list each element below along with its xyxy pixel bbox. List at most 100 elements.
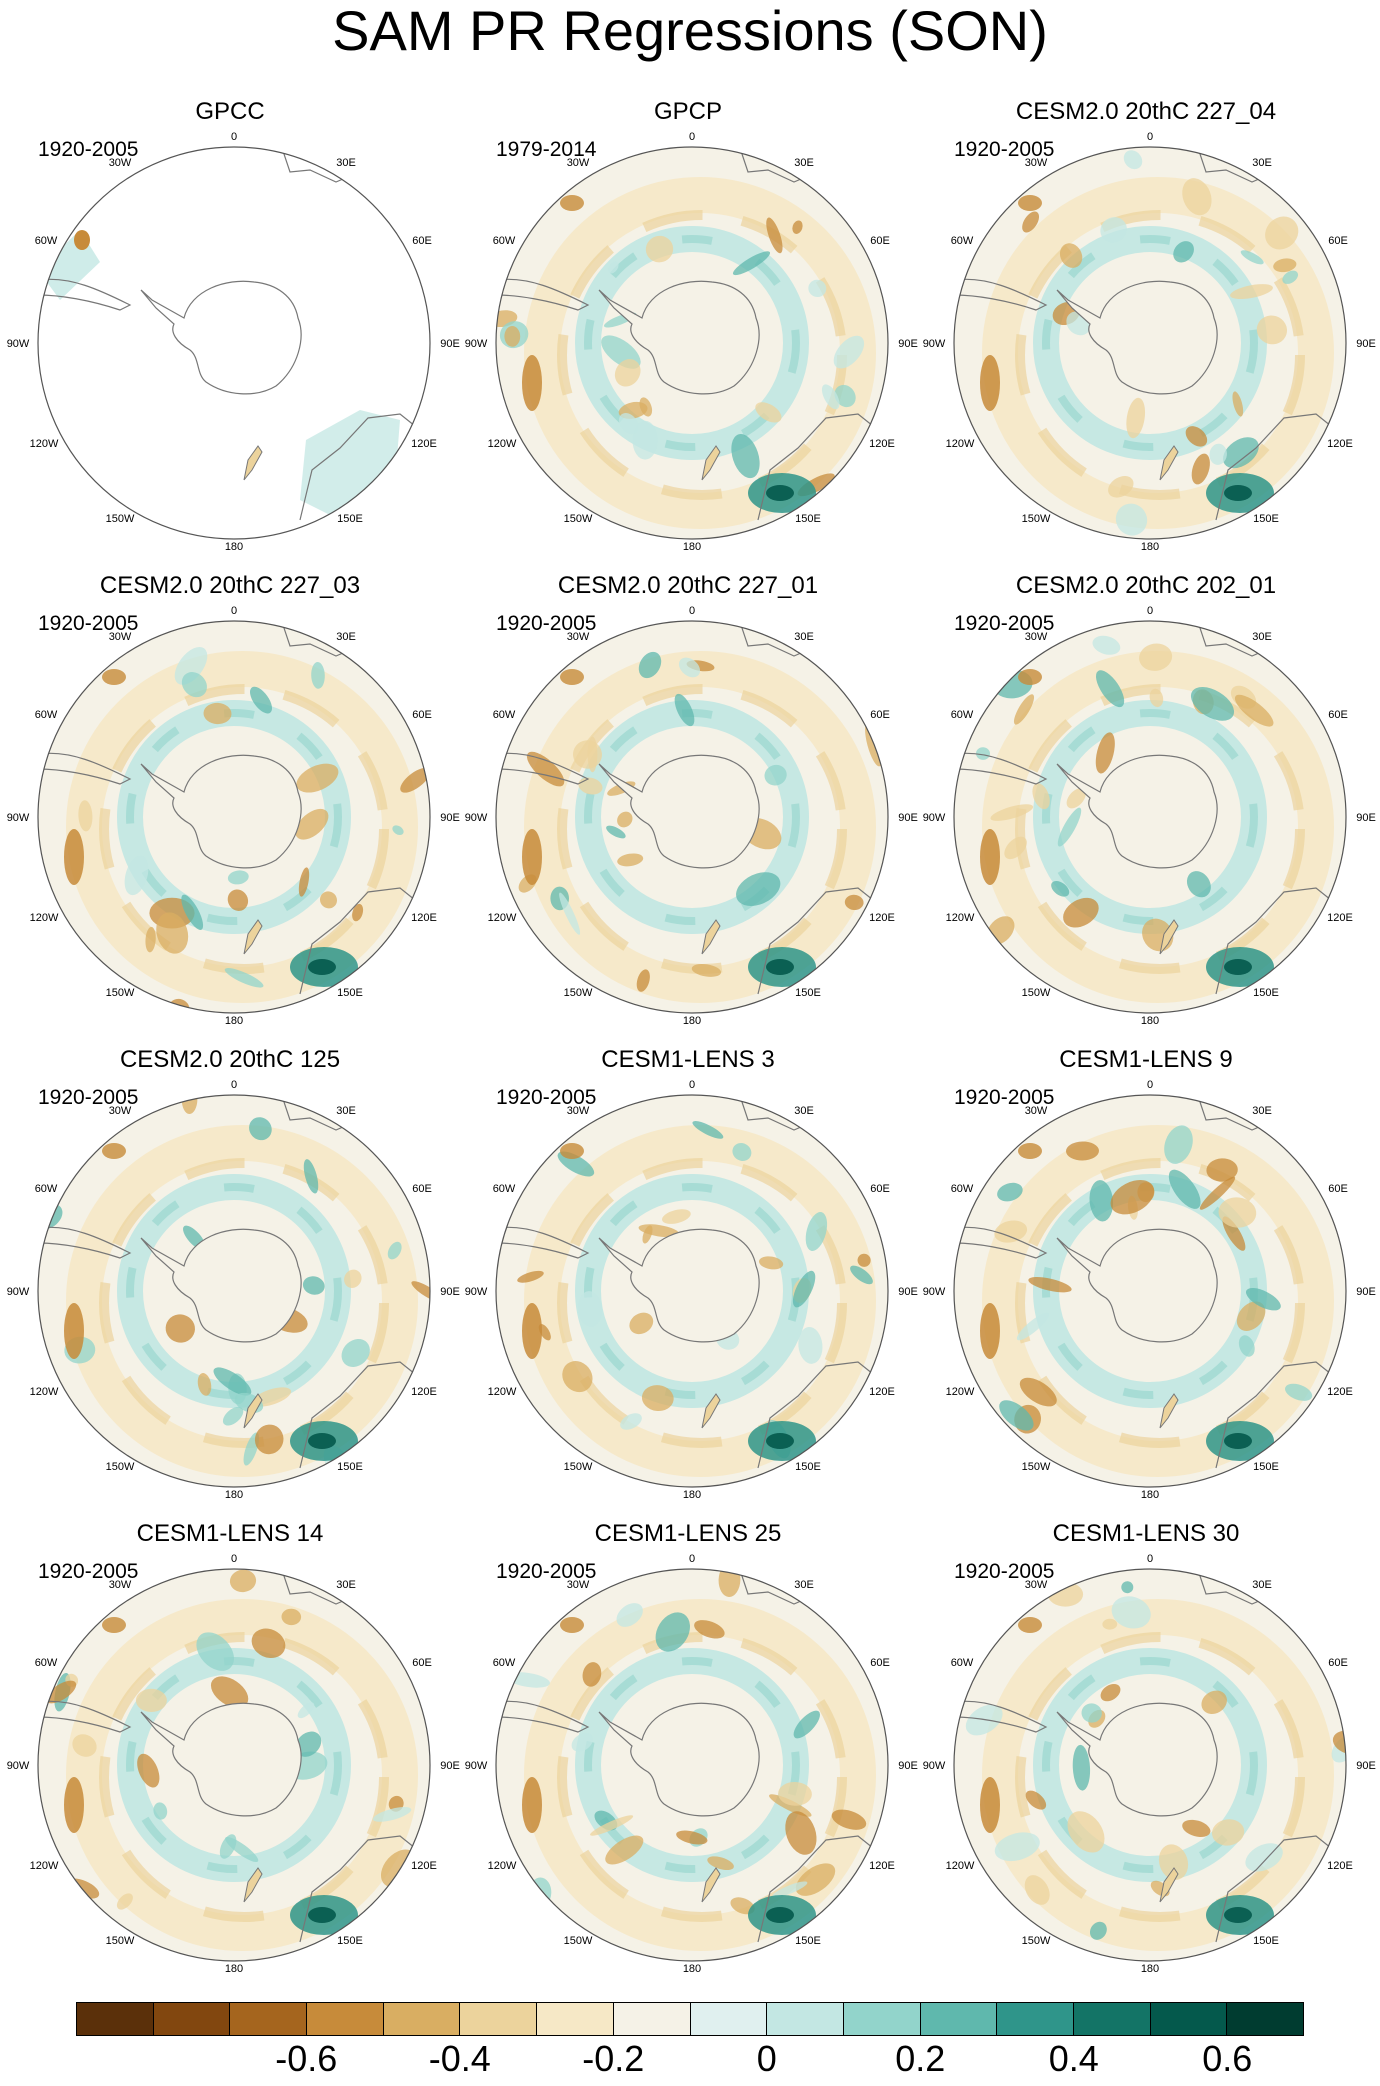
map-panel: CESM1-LENS 25 1920-2005 0 180 30W 30E 60W 60E 90… [458,1422,918,1975]
longitude-label: 60E [1328,235,1348,247]
map-period: 1920-2005 [954,138,1055,161]
map-title: CESM1-LENS 25 [594,1520,782,1547]
longitude-label: 90E [1356,812,1376,824]
longitude-label: 120W [946,1386,975,1398]
longitude-label: 30E [336,631,356,643]
longitude-label: 120E [869,1860,895,1872]
longitude-label: 180 [1141,1489,1159,1501]
longitude-label: 120W [946,912,975,924]
longitude-label: 60E [1328,1183,1348,1195]
longitude-label: 90E [898,812,918,824]
longitude-label: 150E [1253,513,1279,525]
longitude-label: 90W [7,812,30,824]
map-panel: CESM2.0 20thC 125 1920-2005 0 180 30W 30E 60W 6… [0,948,460,1501]
longitude-label: 180 [225,1963,243,1975]
longitude-label: 30E [336,157,356,169]
longitude-label: 90E [1356,338,1376,350]
longitude-label: 60E [412,1183,432,1195]
longitude-label: 30W [1025,157,1048,169]
longitude-label: 90E [440,1286,460,1298]
longitude-label: 120E [1327,1386,1353,1398]
longitude-label: 120E [869,1386,895,1398]
map-period: 1920-2005 [38,612,139,635]
longitude-label: 180 [683,1963,701,1975]
longitude-label: 30E [1252,157,1272,169]
longitude-label: 90E [1356,1286,1376,1298]
colorbar-swatch [1073,2003,1151,2035]
map-period: 1920-2005 [38,1560,139,1583]
map-panel: CESM1-LENS 9 1920-2005 0 180 30W 30E 60W 60E 90W… [916,948,1376,1501]
colorbar-tick-label: -0.2 [582,2038,645,2079]
longitude-label: 120E [869,912,895,924]
longitude-label: 90W [7,1760,30,1772]
longitude-label: 150W [106,1461,135,1473]
polar-map: 0 180 30W 30E 60W 60E 90W 90E 120W 120E 150W 150E [923,131,1376,553]
map-panel: CESM1-LENS 3 1920-2005 0 180 30W 30E 60W 60E 90W… [458,948,918,1501]
map-panel: CESM2.0 20thC 202_01 1920-2005 0 180 30W 30E 6… [916,474,1376,1027]
longitude-label: 30E [1252,1105,1272,1117]
longitude-label: 120E [869,438,895,450]
colorbar-swatch [383,2003,461,2035]
longitude-label: 180 [225,1015,243,1027]
longitude-label: 90W [923,1286,946,1298]
longitude-label: 0 [1147,131,1153,143]
polar-map: 0 180 30W 30E 60W 60E 90W 90E 120W 120E 150W 150E [7,1079,460,1501]
longitude-label: 150E [337,513,363,525]
longitude-label: 0 [231,131,237,143]
map-title: CESM1-LENS 3 [601,1046,775,1073]
longitude-label: 120W [488,1860,517,1872]
longitude-label: 30E [794,157,814,169]
longitude-label: 0 [689,605,695,617]
longitude-label: 90W [465,1286,488,1298]
polar-map: 0 180 30W 30E 60W 60E 90W 90E 120W 120E 150W 150E [465,605,918,1027]
longitude-label: 30W [1025,1105,1048,1117]
longitude-label: 60E [1328,1657,1348,1669]
longitude-label: 90E [898,1286,918,1298]
longitude-label: 30E [336,1579,356,1591]
longitude-label: 150E [1253,1461,1279,1473]
colorbar-tick-label: 0 [756,2038,777,2079]
longitude-label: 150W [564,987,593,999]
polar-map: 0 180 30W 30E 60W 60E 90W 90E 120W 120E 150W 150E [923,1553,1376,1975]
map-title: CESM1-LENS 9 [1059,1046,1233,1073]
longitude-label: 60E [1328,709,1348,721]
map-period: 1920-2005 [38,1086,139,1109]
longitude-label: 120W [946,1860,975,1872]
longitude-label: 90W [7,338,30,350]
map-panel: CESM2.0 20thC 227_01 1920-2005 0 180 30W 30E 6… [458,474,918,1027]
longitude-label: 120E [1327,912,1353,924]
colorbar-swatch [997,2003,1074,2035]
polar-map: 0 180 30W 30E 60W 60E 90W 90E 120W 120E 150W 150E [923,1079,1376,1501]
longitude-label: 90W [923,812,946,824]
longitude-label: 120E [1327,1860,1353,1872]
longitude-label: 120W [30,1860,59,1872]
longitude-label: 150W [106,987,135,999]
polar-map: 0 180 30W 30E 60W 60E 90W 90E 120W 120E 150W 150E [465,131,918,553]
longitude-label: 30W [109,157,132,169]
polar-map: 0 180 30W 30E 60W 60E 90W 90E 120W 120E 150W 150E [7,605,460,1027]
longitude-label: 120W [30,1386,59,1398]
longitude-label: 30E [794,631,814,643]
colorbar-swatch [153,2003,231,2035]
longitude-label: 150W [1022,513,1051,525]
colorbar-tick-label: 0.2 [895,2038,946,2079]
colorbar-swatch [537,2003,614,2035]
longitude-label: 30W [567,1579,590,1591]
longitude-label: 60W [493,709,516,721]
map-title: GPCC [195,98,265,125]
longitude-label: 90W [465,338,488,350]
map-panel: CESM2.0 20thC 227_03 1920-2005 0 180 30W 30E 6… [0,474,460,1027]
longitude-label: 150W [1022,1935,1051,1947]
longitude-label: 0 [689,131,695,143]
colorbar-tick-label: 0.4 [1048,2038,1099,2079]
polar-map: 0 180 30W 30E 60W 60E 90W 90E 120W 120E 150W 150E [465,1079,918,1501]
longitude-label: 60W [35,1657,58,1669]
colorbar [76,2002,1304,2036]
longitude-label: 180 [683,1015,701,1027]
longitude-label: 30W [109,1105,132,1117]
longitude-label: 150E [337,1935,363,1947]
longitude-label: 120W [30,438,59,450]
map-panel: CESM1-LENS 14 1920-2005 0 180 30W 30E 60W 60E 90… [0,1422,460,1975]
longitude-label: 180 [1141,1015,1159,1027]
longitude-label: 150W [106,1935,135,1947]
